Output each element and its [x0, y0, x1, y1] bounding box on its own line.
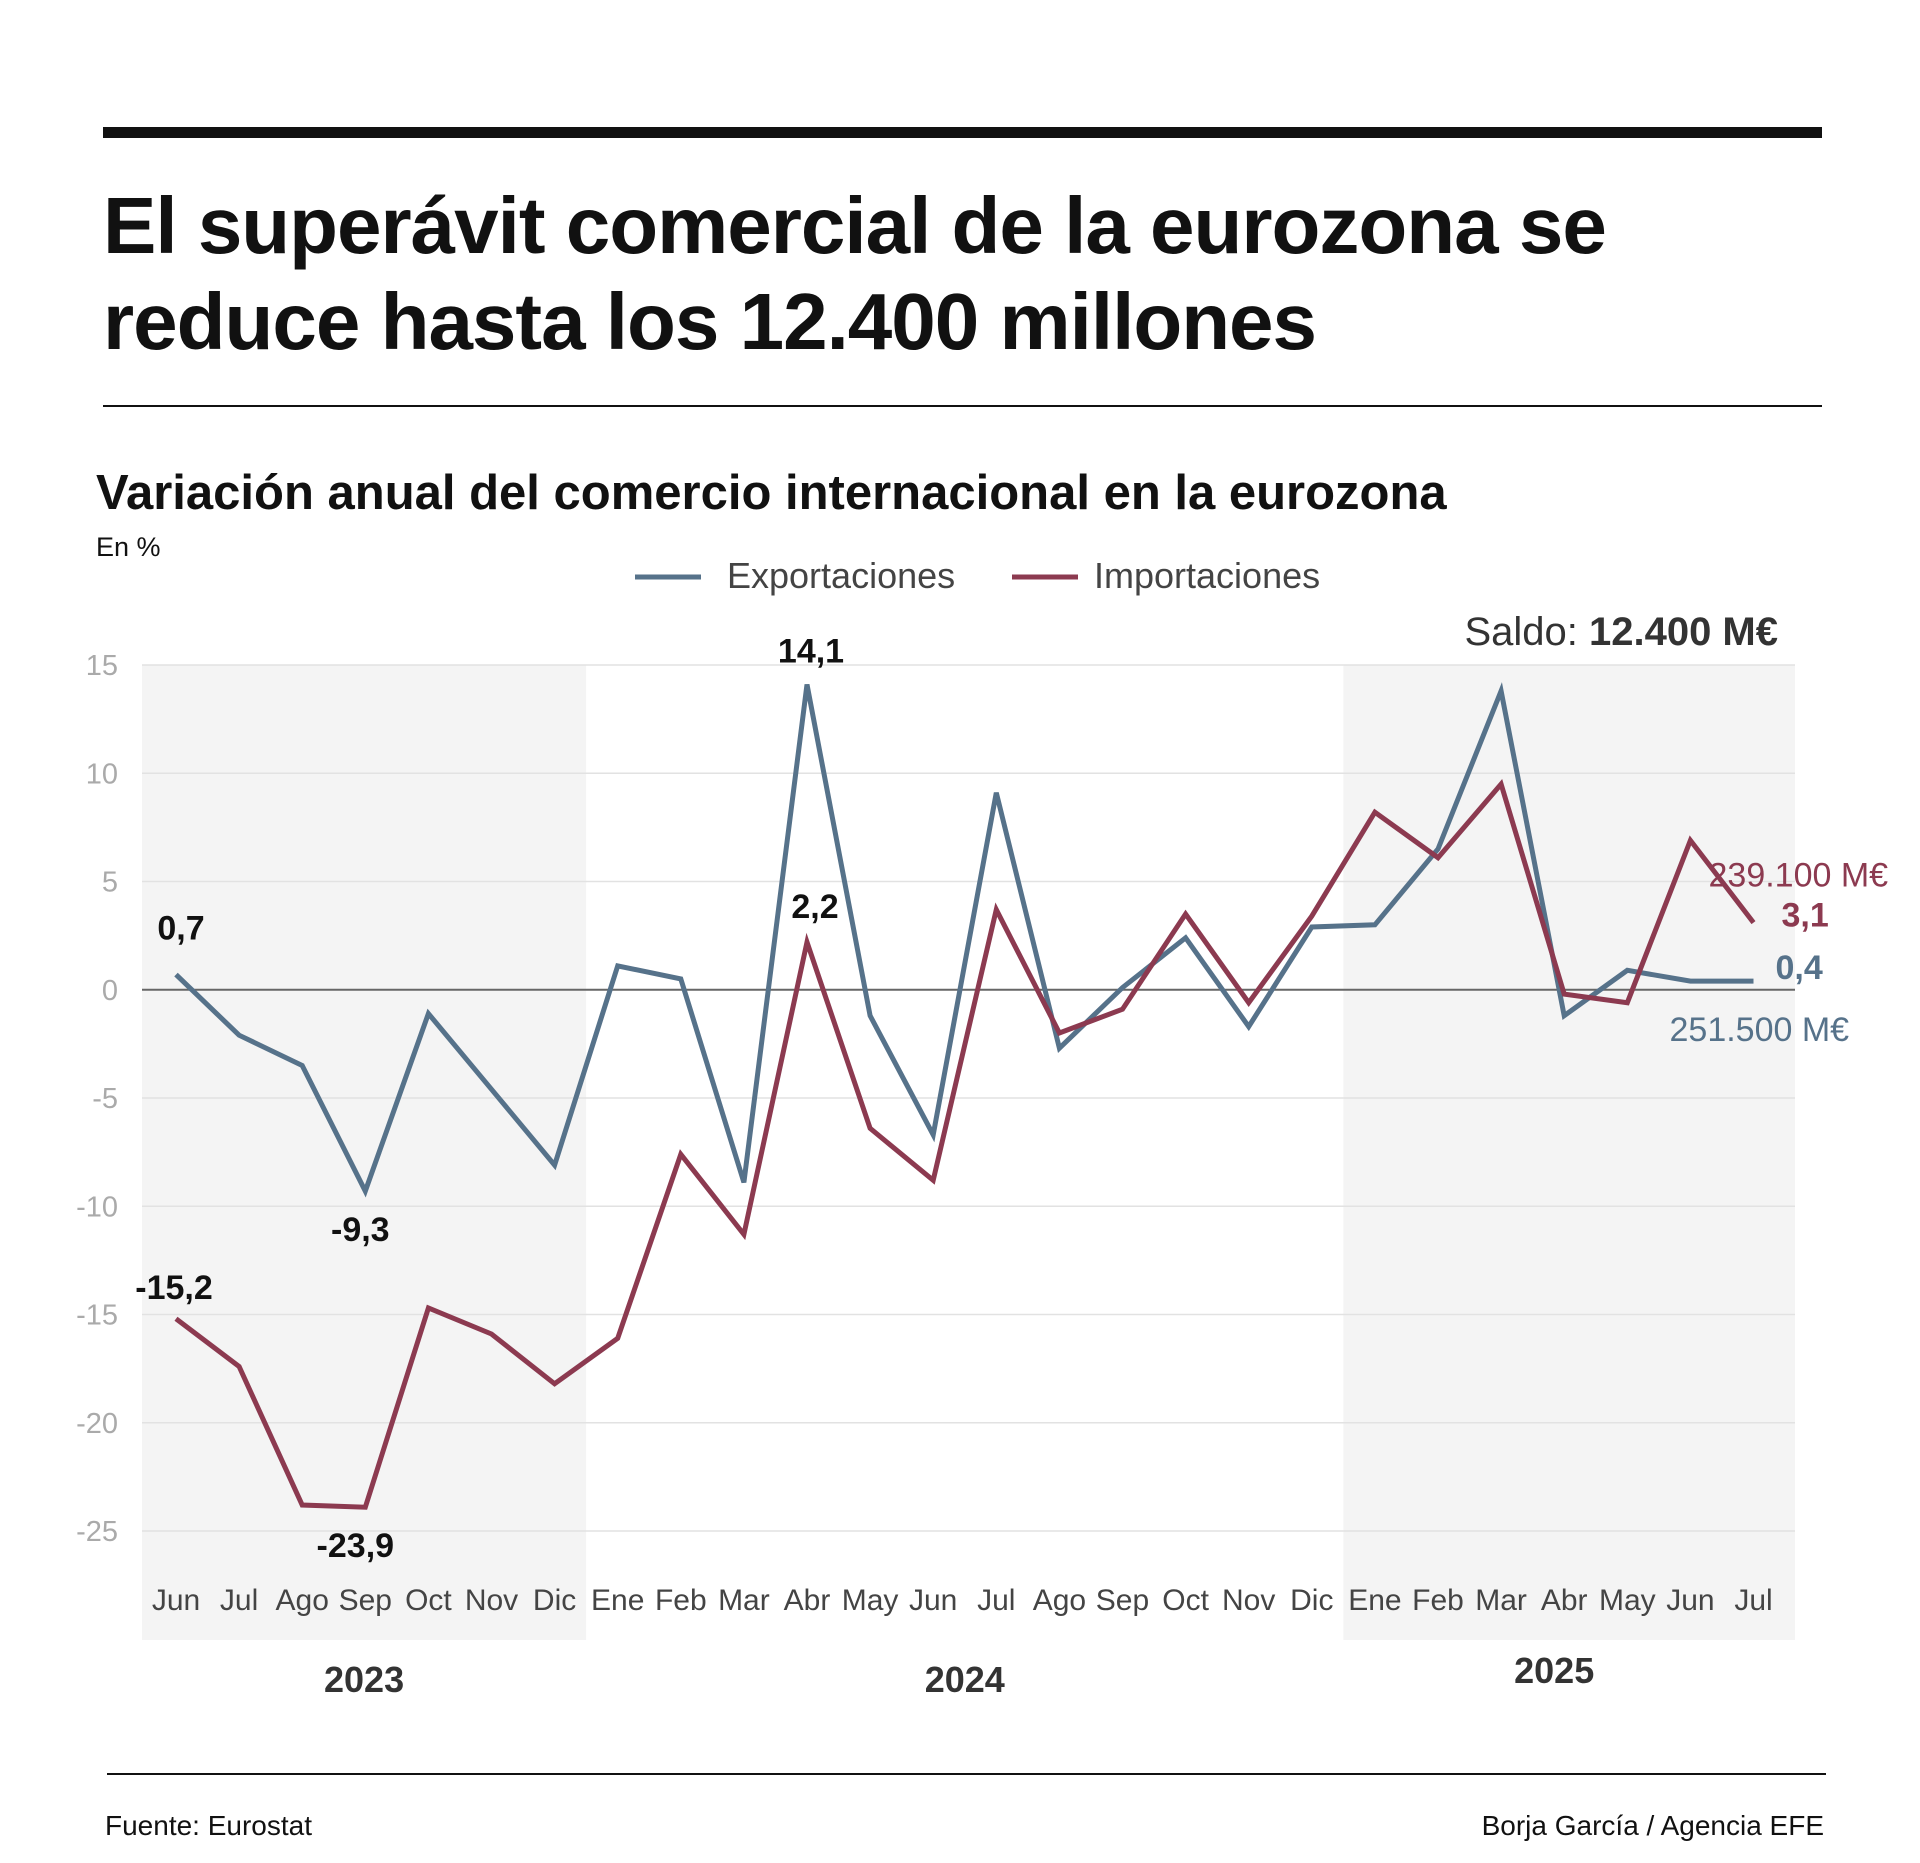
data-label: 239.100 M€ — [1709, 857, 1889, 895]
x-tick-label: Feb — [655, 1584, 707, 1617]
x-tick-label: Ago — [1033, 1584, 1086, 1617]
data-label: -23,9 — [317, 1527, 395, 1565]
y-tick-label: -5 — [92, 1083, 118, 1115]
x-tick-label: Abr — [784, 1584, 831, 1617]
y-tick-label: 0 — [102, 975, 118, 1007]
y-tick-label: 15 — [86, 650, 118, 682]
page-title: El superávit comercial de la eurozona se… — [103, 181, 1607, 366]
legend-label: Exportaciones — [727, 555, 955, 596]
year-band-2023 — [142, 665, 587, 1640]
x-tick-label: Ene — [591, 1584, 644, 1617]
data-label: 0,7 — [157, 910, 204, 948]
data-label: 3,1 — [1782, 897, 1829, 935]
series-line-exportaciones — [174, 682, 1754, 1198]
footer-divider — [107, 1773, 1826, 1775]
year-label: 2024 — [925, 1659, 1005, 1700]
unit-label: En % — [96, 532, 161, 562]
x-tick-label: Jul — [220, 1584, 258, 1617]
data-label: -9,3 — [331, 1211, 390, 1249]
y-tick-label: 10 — [86, 758, 118, 790]
year-label: 2023 — [324, 1659, 404, 1700]
data-label: 0,4 — [1776, 949, 1823, 987]
x-tick-label: Mar — [718, 1584, 770, 1617]
x-tick-label: Sep — [339, 1584, 392, 1617]
x-tick-label: Feb — [1412, 1584, 1464, 1617]
data-label: 2,2 — [791, 888, 838, 926]
y-tick-label: -20 — [76, 1408, 118, 1440]
series-line-importaciones — [174, 779, 1756, 1510]
x-tick-label: Jun — [1666, 1584, 1714, 1617]
x-tick-label: Jun — [152, 1584, 200, 1617]
title-divider — [103, 405, 1822, 407]
x-tick-label: Jun — [909, 1584, 957, 1617]
x-tick-label: Nov — [1222, 1584, 1275, 1617]
x-tick-label: Sep — [1096, 1584, 1149, 1617]
data-label: 14,1 — [778, 632, 844, 670]
y-tick-label: 5 — [102, 867, 118, 899]
x-tick-label: May — [842, 1584, 899, 1617]
chart-subtitle: Variación anual del comercio internacion… — [96, 466, 1447, 520]
x-tick-label: May — [1599, 1584, 1656, 1617]
year-band-2025 — [1343, 665, 1795, 1640]
y-tick-label: -25 — [76, 1516, 118, 1548]
source-note: Fuente: Eurostat — [105, 1810, 313, 1841]
x-tick-label: Ene — [1348, 1584, 1401, 1617]
x-tick-label: Nov — [465, 1584, 518, 1617]
x-tick-label: Abr — [1541, 1584, 1588, 1617]
x-tick-label: Mar — [1475, 1584, 1527, 1617]
x-tick-label: Ago — [276, 1584, 329, 1617]
y-tick-label: -10 — [76, 1191, 118, 1223]
data-label: -15,2 — [135, 1269, 213, 1307]
x-tick-label: Dic — [1290, 1584, 1333, 1617]
balance-label: Saldo: 12.400 M€ — [1464, 610, 1778, 654]
year-label: 2025 — [1514, 1650, 1594, 1691]
x-tick-label: Oct — [1162, 1584, 1209, 1617]
x-tick-label: Dic — [533, 1584, 576, 1617]
credit-note: Borja García / Agencia EFE — [1481, 1810, 1824, 1841]
legend-label: Importaciones — [1094, 555, 1320, 596]
y-tick-label: -15 — [76, 1300, 118, 1332]
x-tick-label: Jul — [977, 1584, 1015, 1617]
top-rule — [103, 127, 1822, 138]
balance-value: 12.400 M€ — [1589, 610, 1778, 654]
x-tick-label: Oct — [405, 1584, 452, 1617]
data-label: 251.500 M€ — [1670, 1011, 1850, 1049]
x-tick-label: Jul — [1734, 1584, 1772, 1617]
balance-caption: Saldo: — [1464, 610, 1589, 654]
